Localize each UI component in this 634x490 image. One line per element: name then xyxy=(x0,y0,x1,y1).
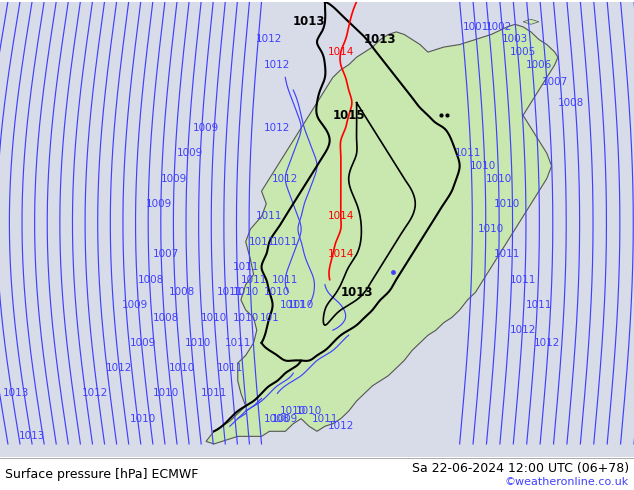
Text: 1010: 1010 xyxy=(280,406,306,416)
Text: 1002: 1002 xyxy=(486,22,512,32)
Text: ©weatheronline.co.uk: ©weatheronline.co.uk xyxy=(505,477,629,487)
Polygon shape xyxy=(523,19,539,24)
Text: 1010: 1010 xyxy=(201,313,227,322)
Text: 1011: 1011 xyxy=(272,274,299,285)
Text: 1009: 1009 xyxy=(122,300,148,310)
Text: 1014: 1014 xyxy=(328,249,354,259)
Text: 1013: 1013 xyxy=(3,389,29,398)
Text: 1010: 1010 xyxy=(169,363,195,373)
Text: Sa 22-06-2024 12:00 UTC (06+78): Sa 22-06-2024 12:00 UTC (06+78) xyxy=(412,462,629,475)
Text: 1012: 1012 xyxy=(272,173,299,184)
Text: 1005: 1005 xyxy=(510,47,536,57)
Text: 1008: 1008 xyxy=(138,274,164,285)
Text: 1012: 1012 xyxy=(264,60,290,70)
Text: 1009: 1009 xyxy=(161,173,188,184)
Text: 1011: 1011 xyxy=(312,414,338,424)
Text: 1010: 1010 xyxy=(470,161,496,171)
Text: 1012: 1012 xyxy=(256,34,283,45)
Text: 1010: 1010 xyxy=(185,338,211,348)
Text: 1009: 1009 xyxy=(272,414,299,424)
Text: 1010: 1010 xyxy=(233,313,259,322)
Text: 1011: 1011 xyxy=(233,262,259,272)
Text: 1011: 1011 xyxy=(249,237,275,246)
Text: 1014: 1014 xyxy=(328,47,354,57)
Text: 1008: 1008 xyxy=(153,313,179,322)
Text: 1011: 1011 xyxy=(201,389,227,398)
Text: 1008: 1008 xyxy=(557,98,584,108)
Text: 1009: 1009 xyxy=(177,148,204,158)
Text: 1015: 1015 xyxy=(332,109,365,122)
Text: 1011: 1011 xyxy=(280,300,306,310)
Text: 1011: 1011 xyxy=(510,274,536,285)
Text: 1006: 1006 xyxy=(526,60,552,70)
Text: 1011: 1011 xyxy=(256,212,283,221)
Text: 1008: 1008 xyxy=(264,414,290,424)
Text: 1012: 1012 xyxy=(106,363,132,373)
Text: 1013: 1013 xyxy=(293,15,325,28)
Text: 1012: 1012 xyxy=(534,338,560,348)
Text: 1003: 1003 xyxy=(502,34,528,45)
Text: 1011: 1011 xyxy=(217,363,243,373)
Text: 1010: 1010 xyxy=(478,224,505,234)
Text: 1011: 1011 xyxy=(494,249,521,259)
Text: 1008: 1008 xyxy=(169,287,195,297)
Text: 1011: 1011 xyxy=(224,338,251,348)
Text: 1013: 1013 xyxy=(18,431,45,441)
Text: 1009: 1009 xyxy=(145,199,172,209)
Text: 1010: 1010 xyxy=(296,406,322,416)
Text: 1009: 1009 xyxy=(193,123,219,133)
Text: 1010: 1010 xyxy=(264,287,290,297)
Text: 1012: 1012 xyxy=(82,389,108,398)
Text: 1010: 1010 xyxy=(494,199,521,209)
Text: 1012: 1012 xyxy=(264,123,290,133)
Text: 1011: 1011 xyxy=(217,287,243,297)
Text: 1010: 1010 xyxy=(153,389,179,398)
Text: 1014: 1014 xyxy=(328,212,354,221)
Text: 1007: 1007 xyxy=(541,77,568,87)
Text: 1011: 1011 xyxy=(240,274,267,285)
Text: 1011: 1011 xyxy=(526,300,552,310)
Text: 1011: 1011 xyxy=(272,237,299,246)
Text: 1011: 1011 xyxy=(455,148,481,158)
Text: 1012: 1012 xyxy=(510,325,536,335)
Text: 1010: 1010 xyxy=(288,300,314,310)
Text: 1010: 1010 xyxy=(129,414,156,424)
Text: Surface pressure [hPa] ECMWF: Surface pressure [hPa] ECMWF xyxy=(5,467,198,481)
Text: 1010: 1010 xyxy=(233,287,259,297)
Polygon shape xyxy=(206,24,558,444)
Text: 1012: 1012 xyxy=(328,421,354,431)
Text: 1001: 1001 xyxy=(462,22,489,32)
Text: 1007: 1007 xyxy=(153,249,179,259)
Text: 1013: 1013 xyxy=(340,286,373,299)
Text: 1010: 1010 xyxy=(486,173,512,184)
Text: 101: 101 xyxy=(259,313,280,322)
Text: 1013: 1013 xyxy=(364,33,397,46)
Text: 1009: 1009 xyxy=(129,338,156,348)
